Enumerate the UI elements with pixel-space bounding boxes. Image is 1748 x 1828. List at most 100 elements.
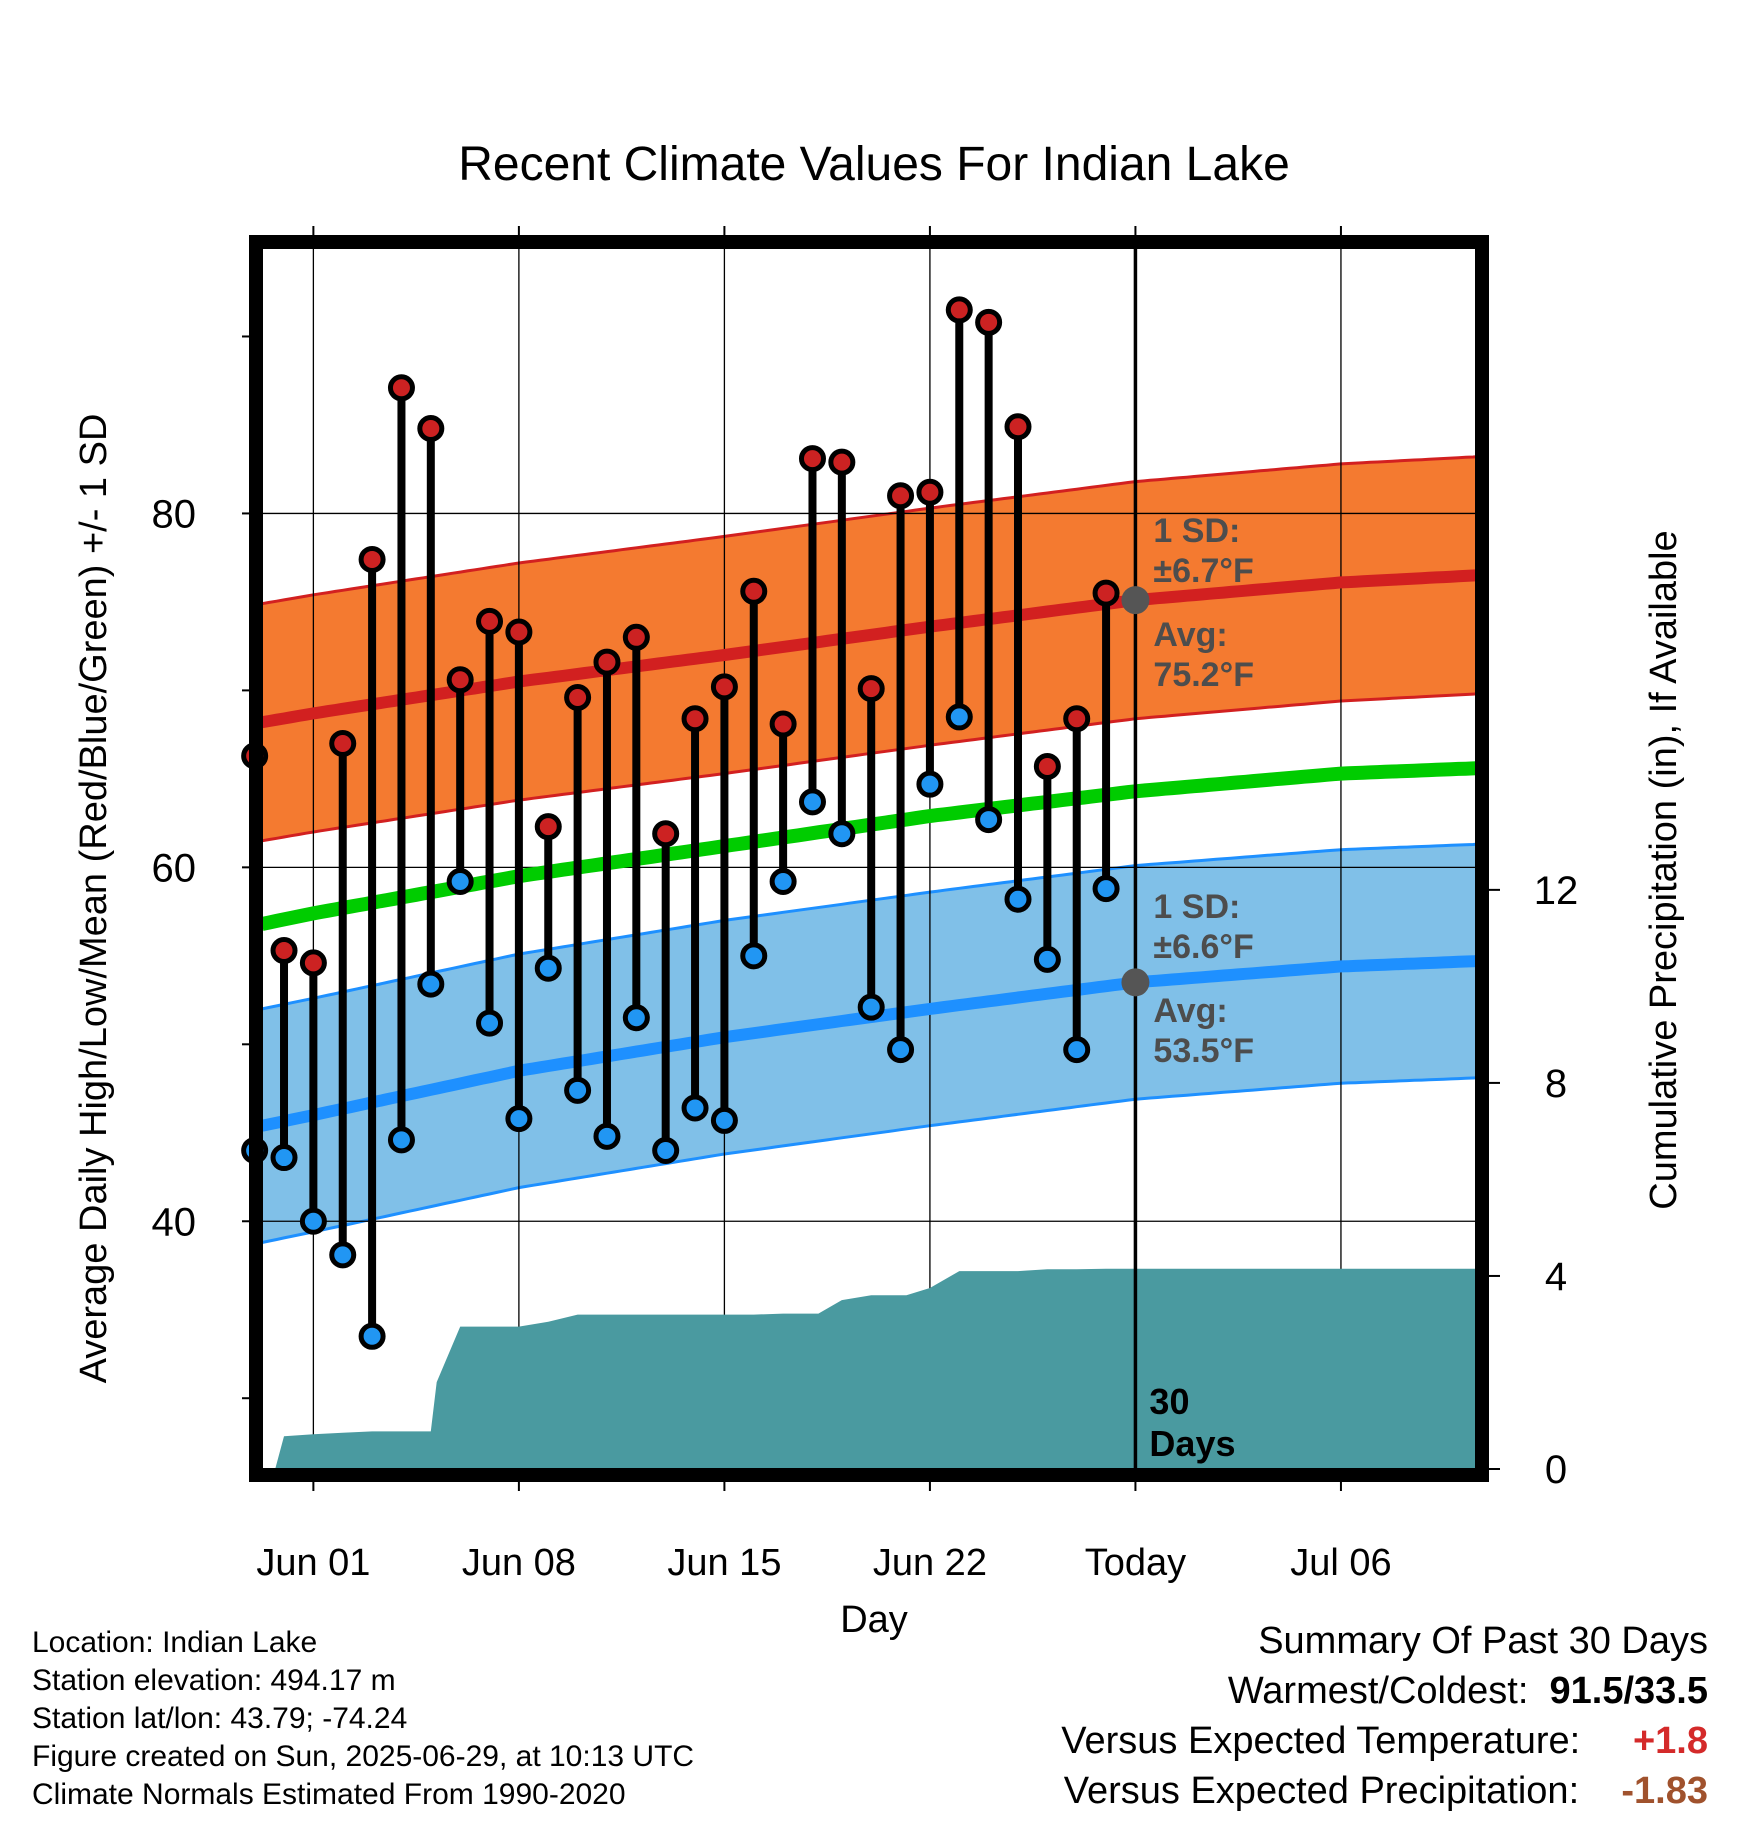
summary-precip: Versus Expected Precipitation: -1.83 [1064,1770,1708,1813]
high-band-upper-edge [261,455,1477,606]
axes: Recent Climate Values For Indian Lake Jun… [73,138,1685,1641]
daily-high-point [593,648,621,676]
daily-high-point [652,820,680,848]
summary-heading: Summary Of Past 30 Days [1258,1620,1708,1662]
cumulative-precip-area [262,1268,1476,1469]
low-avg-value: 53.5°F [1153,1032,1254,1070]
daily-high-point [828,448,856,476]
low-sd-value: ±6.6°F [1153,928,1253,966]
y-right-tick-label: 8 [1545,1062,1567,1106]
meta-elevation: Station elevation: 494.17 m [32,1664,396,1697]
daily-low-point [710,1106,738,1134]
x-tick-label: Jun 01 [256,1542,370,1584]
low-band-lower-edge [261,1076,1477,1244]
y-left-tick-label: 40 [152,1200,197,1244]
daily-low-point [975,806,1003,834]
daily-high-point [446,666,474,694]
today-normal-low-marker [1121,968,1150,997]
daily-low-point [828,820,856,848]
daily-low-point [593,1122,621,1150]
daily-high-point [1063,705,1091,733]
low-avg-label: Avg: [1153,992,1227,1030]
y-right-tick-label: 4 [1545,1255,1567,1299]
daily-low-point [945,703,973,731]
daily-high-point [564,683,592,711]
daily-high-point [1033,752,1061,780]
daily-high-point [798,445,826,473]
daily-high-point [887,482,915,510]
y-right-tick-label: 12 [1534,869,1579,913]
daily-high-point [299,949,327,977]
daily-high-point [857,675,885,703]
daily-high-point [740,577,768,605]
daily-high-point [417,414,445,442]
daily-high-point [710,673,738,701]
days-count-label: 30 [1149,1381,1189,1422]
x-tick-label: Today [1085,1542,1186,1584]
daily-low-point [505,1105,533,1133]
daily-high-point [476,607,504,635]
daily-low-point [270,1144,298,1172]
meta-created: Figure created on Sun, 2025-06-29, at 10… [32,1740,695,1773]
daily-high-point [1092,579,1120,607]
plot-border [249,235,1489,1482]
daily-low-point [887,1036,915,1064]
y-left-tick-label: 80 [152,492,197,536]
high-avg-value: 75.2°F [1153,656,1254,694]
high-sd-band [262,456,1476,841]
summary-precip-value: -1.83 [1621,1770,1708,1812]
high-sd-label: 1 SD: [1153,512,1240,550]
days-unit-label: Days [1149,1423,1235,1464]
daily-high-point [622,623,650,651]
daily-low-point [798,788,826,816]
daily-low-point [1063,1036,1091,1064]
daily-high-point [534,813,562,841]
daily-low-point [417,970,445,998]
daily-low-point [299,1207,327,1235]
today-normal-high-marker [1121,586,1150,615]
precipitation-area [262,1268,1476,1469]
daily-low-point [740,942,768,970]
y-left-axis-label: Average Daily High/Low/Mean (Red/Blue/Gr… [73,414,115,1384]
daily-high-point [505,618,533,646]
daily-low-point [1004,885,1032,913]
meta-location: Location: Indian Lake [32,1626,318,1659]
daily-low-point [622,1004,650,1032]
high-sd-value: ±6.7°F [1153,552,1253,590]
daily-low-point [769,868,797,896]
daily-high-point [769,710,797,738]
x-tick-label: Jul 06 [1290,1542,1391,1584]
x-tick-label: Jun 08 [462,1542,576,1584]
summary-temp-value: +1.8 [1632,1720,1708,1762]
daily-high-point [358,545,386,573]
daily-high-point [975,308,1003,336]
daily-low-point [476,1009,504,1037]
y-right-tick-label: 0 [1545,1448,1567,1492]
daily-high-point [387,374,415,402]
y-left-tick-label: 60 [152,846,197,890]
daily-high-point [681,705,709,733]
daily-low-point [564,1076,592,1104]
high-avg-label: Avg: [1153,616,1227,654]
daily-low-point [857,993,885,1021]
daily-high-point [945,296,973,324]
low-sd-band [262,844,1476,1243]
chart-title: Recent Climate Values For Indian Lake [458,138,1290,191]
meta-normals: Climate Normals Estimated From 1990-2020 [32,1778,626,1811]
summary-warm-cold-value: 91.5/33.5 [1549,1670,1708,1712]
daily-low-point [916,770,944,798]
summary-warm-cold-label: Warmest/Coldest: [1227,1670,1529,1712]
daily-high-point [1004,413,1032,441]
x-axis-label: Day [840,1599,908,1641]
summary-warm-cold: Warmest/Coldest: 91.5/33.5 [1228,1670,1708,1713]
daily-low-point [358,1322,386,1350]
summary-temp-label: Versus Expected Temperature: [1061,1720,1581,1762]
daily-low-point [652,1136,680,1164]
daily-high-point [270,937,298,965]
summary-temp: Versus Expected Temperature: +1.8 [1061,1720,1708,1763]
daily-low-point [681,1094,709,1122]
y-right-axis-label: Cumulative Precipitation (in), If Availa… [1643,530,1685,1209]
daily-low-point [446,868,474,896]
daily-low-point [1033,945,1061,973]
